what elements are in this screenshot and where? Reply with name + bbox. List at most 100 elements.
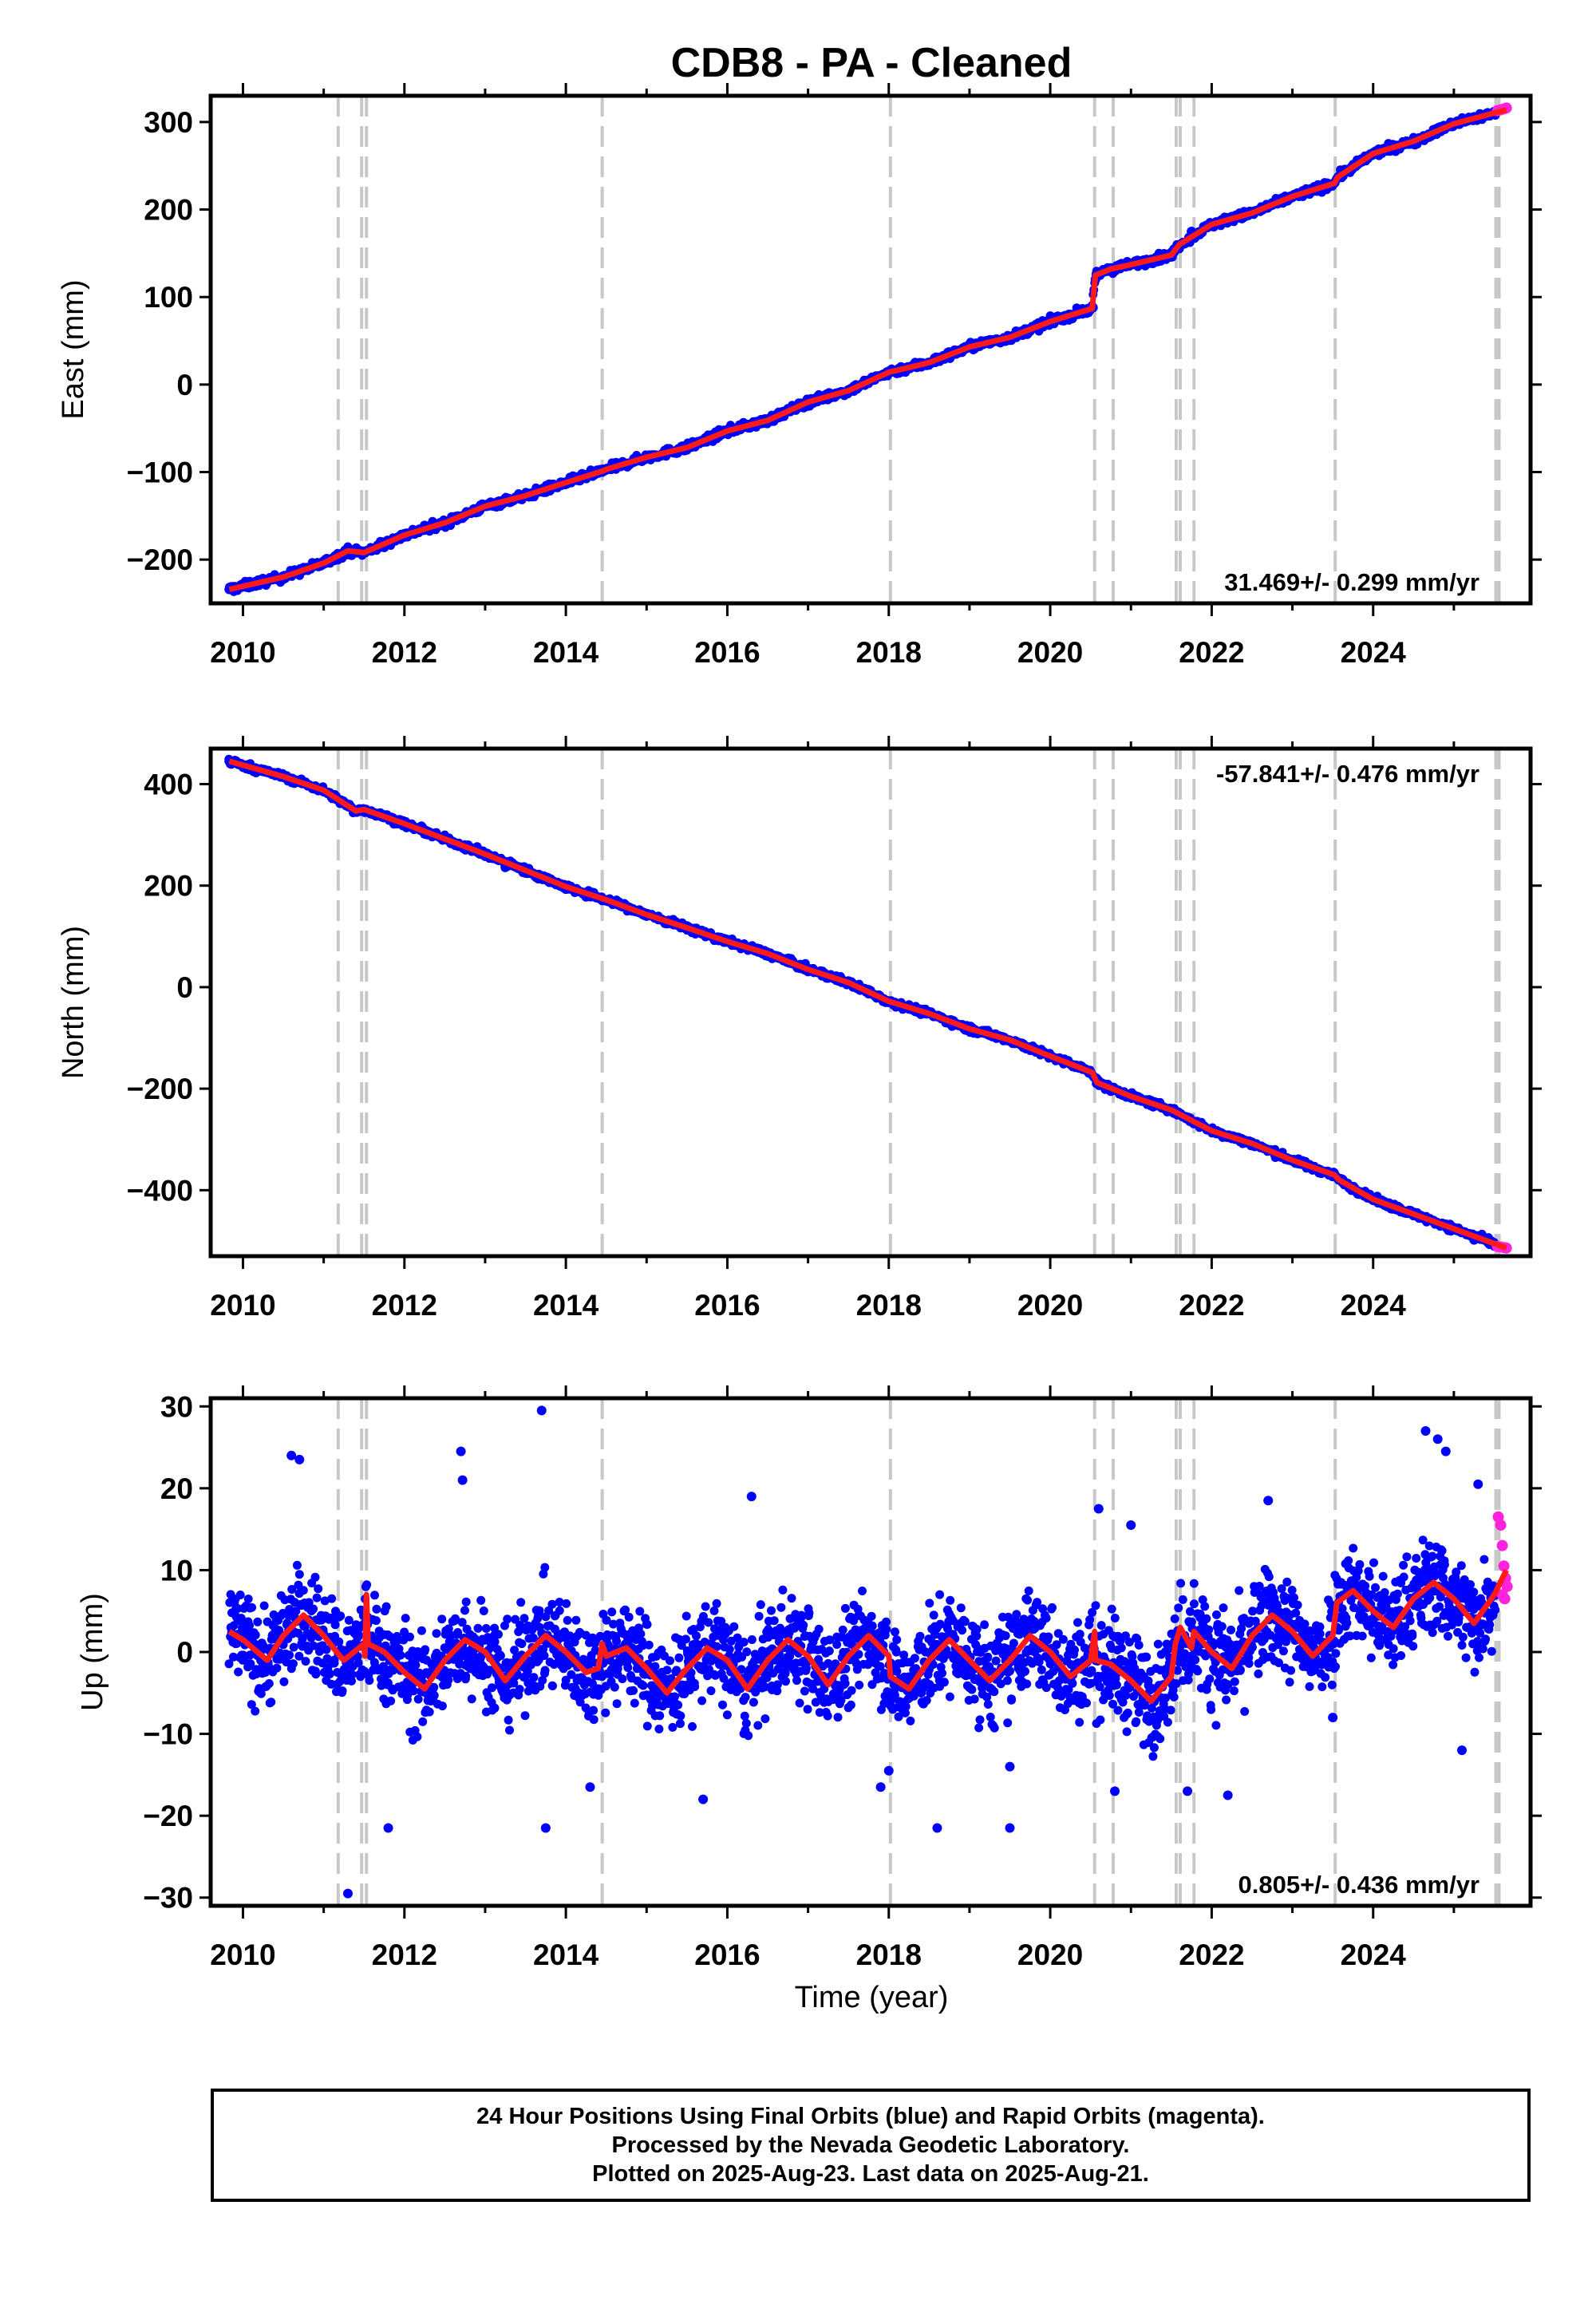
data-point	[733, 1633, 742, 1642]
data-point	[309, 1641, 318, 1650]
data-point	[247, 1700, 256, 1709]
data-point	[612, 1637, 621, 1646]
data-point	[496, 1651, 505, 1661]
data-point	[540, 1666, 550, 1675]
data-point	[411, 1660, 421, 1670]
data-point	[644, 1640, 654, 1650]
data-point	[437, 1701, 447, 1711]
data-point	[488, 1683, 496, 1693]
data-point	[473, 1623, 483, 1633]
data-point	[330, 1620, 340, 1630]
data-point	[401, 1614, 410, 1623]
x-tick-label: 2024	[1341, 1289, 1407, 1322]
data-point	[288, 1659, 298, 1669]
data-point	[309, 1604, 318, 1614]
x-tick-label: 2022	[1179, 636, 1244, 669]
data-point	[479, 1607, 488, 1615]
data-point	[246, 1659, 255, 1669]
data-point	[354, 1658, 363, 1668]
data-point	[389, 1666, 398, 1675]
data-point	[409, 1686, 418, 1696]
data-point	[688, 1721, 697, 1731]
data-point	[623, 1663, 633, 1672]
data-point	[589, 1715, 598, 1725]
y-tick-label: 0	[176, 369, 193, 401]
data-point	[519, 1614, 529, 1623]
data-point	[670, 1692, 679, 1701]
y-tick-label: 200	[144, 870, 193, 903]
data-point	[561, 1675, 571, 1685]
data-point	[565, 1631, 575, 1641]
data-point	[476, 1595, 486, 1605]
y-tick-label: 100	[144, 281, 193, 314]
data-point	[621, 1605, 630, 1614]
data-point	[272, 1663, 282, 1673]
data-point	[233, 1604, 243, 1613]
data-point	[228, 1652, 238, 1662]
data-point	[372, 1604, 381, 1614]
data-point	[709, 1606, 719, 1615]
data-point	[672, 1666, 681, 1675]
data-point	[429, 1690, 439, 1700]
data-point	[624, 1612, 634, 1622]
data-point	[405, 1632, 414, 1642]
data-point	[418, 1717, 428, 1726]
data-point	[697, 1696, 707, 1705]
data-point	[425, 1707, 434, 1717]
x-tick-label: 2016	[694, 1289, 760, 1322]
data-point	[413, 1694, 423, 1704]
data-point	[256, 1689, 266, 1698]
data-point	[325, 1670, 334, 1678]
data-point	[555, 1606, 564, 1615]
data-point	[701, 1602, 710, 1611]
data-point	[602, 1615, 611, 1625]
y-tick-label: 200	[144, 194, 193, 227]
data-point	[674, 1653, 684, 1662]
data-point	[655, 1711, 665, 1721]
x-tick-label: 2020	[1017, 636, 1083, 669]
data-point	[547, 1599, 557, 1609]
data-point	[571, 1615, 581, 1625]
data-point	[706, 1686, 716, 1696]
data-point	[575, 1697, 585, 1707]
y-tick-label: −200	[127, 1073, 193, 1105]
data-point	[347, 1676, 356, 1686]
data-point	[437, 1614, 447, 1624]
data-point	[741, 1718, 751, 1728]
data-point	[515, 1685, 524, 1694]
data-point	[334, 1637, 344, 1646]
x-tick-label: 2018	[856, 1289, 922, 1322]
data-point	[686, 1668, 696, 1678]
data-point	[429, 1682, 439, 1692]
figure-title: CDB8 - PA - Cleaned	[671, 40, 1073, 86]
data-point	[285, 1650, 294, 1660]
data-point	[516, 1620, 525, 1630]
y-axis-label: East (mm)	[57, 279, 90, 419]
data-point	[747, 1635, 757, 1644]
data-point	[282, 1658, 291, 1667]
data-point	[741, 1693, 750, 1702]
data-point	[347, 1670, 357, 1679]
data-point	[505, 1725, 514, 1735]
data-point	[275, 1626, 284, 1635]
data-point	[253, 1617, 263, 1626]
data-point	[636, 1629, 646, 1638]
data-point	[528, 1634, 538, 1642]
data-point	[630, 1698, 639, 1708]
data-point	[396, 1650, 405, 1660]
data-point	[245, 1650, 255, 1660]
x-tick-label: 2018	[856, 636, 922, 669]
data-point	[289, 1642, 298, 1652]
data-point	[520, 1711, 530, 1721]
data-point	[251, 1706, 260, 1716]
data-point	[322, 1645, 331, 1654]
data-point	[494, 1630, 503, 1639]
data-point	[662, 1666, 672, 1675]
data-point	[503, 1614, 512, 1624]
data-point	[287, 1585, 297, 1594]
x-tick-label: 2024	[1341, 636, 1407, 669]
x-tick-label: 2012	[372, 636, 437, 669]
data-point	[638, 1681, 648, 1690]
x-tick-label: 2014	[533, 636, 599, 669]
